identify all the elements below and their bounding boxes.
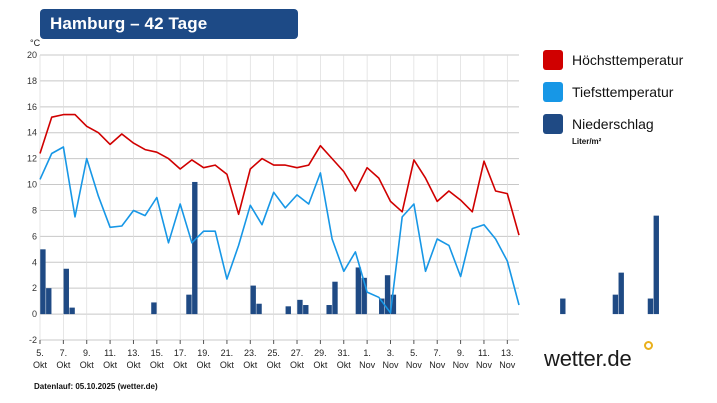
x-tick-month: Nov [406, 360, 423, 370]
legend-swatch-low [543, 82, 563, 102]
x-tick-month: Okt [80, 360, 95, 370]
logo-dot-icon [644, 341, 653, 350]
legend-label-low: Tiefsttemperatur [572, 84, 674, 100]
y-tick-label: 4 [32, 257, 37, 267]
x-tick-day: 7. [433, 348, 441, 358]
legend-label-high: Höchsttemperatur [572, 52, 684, 68]
x-tick-month: Okt [220, 360, 235, 370]
precip-bar [256, 303, 262, 315]
x-tick-day: 15. [151, 348, 164, 358]
low-temp-line [39, 146, 520, 314]
high-temp-line [39, 113, 520, 236]
y-tick-labels: -2 0 2 4 6 8 10 12 14 16 18 20 [27, 50, 37, 345]
x-tick-month: Okt [313, 360, 328, 370]
x-tick-labels: 5. Okt 7. Okt 9. Okt 11. Okt 13. Okt 15. Okt 17. Okt 1… [33, 340, 516, 370]
x-tick-day: 9. [83, 348, 91, 358]
precip-bar [379, 298, 385, 315]
precip-bar [186, 294, 192, 315]
x-tick-month: Okt [173, 360, 188, 370]
precip-bar [285, 306, 291, 315]
x-tick-month: Nov [476, 360, 493, 370]
legend-swatch-high [543, 50, 563, 70]
precip-bar [151, 302, 157, 315]
x-tick-day: 17. [174, 348, 187, 358]
precip-bar [653, 215, 659, 315]
x-tick-day: 29. [314, 348, 327, 358]
x-tick-month: Okt [150, 360, 165, 370]
x-tick-day: 25. [267, 348, 280, 358]
y-tick-label: 16 [27, 102, 37, 112]
x-tick-day: 11. [478, 348, 490, 358]
x-tick-month: Okt [290, 360, 305, 370]
x-tick-day: 5. [36, 348, 44, 358]
precip-bar [40, 249, 46, 315]
x-tick-day: 5. [410, 348, 418, 358]
x-tick-day: 1. [363, 348, 371, 358]
precip-bar [612, 294, 619, 315]
x-tick-month: Okt [243, 360, 258, 370]
x-tick-month: Okt [267, 360, 282, 370]
x-tick-month: Nov [453, 360, 470, 370]
x-tick-day: 3. [387, 348, 395, 358]
x-tick-month: Okt [337, 360, 352, 370]
precip-bar [303, 305, 309, 315]
x-tick-day: 19. [197, 348, 210, 358]
x-tick-month: Nov [382, 360, 399, 370]
y-tick-label: 14 [27, 128, 37, 138]
y-tick-label: 6 [32, 231, 37, 241]
x-tick-month: Okt [197, 360, 212, 370]
x-tick-day: 27. [291, 348, 304, 358]
temperature-lines [39, 113, 520, 314]
data-run-footer: Datenlauf: 05.10.2025 (wetter.de) [34, 382, 158, 391]
y-tick-label: 8 [32, 205, 37, 215]
x-tick-day: 13. [127, 348, 140, 358]
y-tick-label: 18 [27, 76, 37, 86]
precip-bar [355, 267, 362, 315]
x-tick-day: 13. [501, 348, 514, 358]
y-tick-label: 20 [27, 50, 37, 60]
grid-layer [39, 54, 519, 341]
precip-bar [332, 281, 338, 315]
y-tick-label: 12 [27, 154, 37, 164]
precip-bar [326, 305, 332, 315]
precip-bar [384, 275, 391, 315]
x-tick-month: Nov [499, 360, 516, 370]
wetter-de-logo[interactable]: wetter.de [544, 346, 632, 371]
precip-bar [297, 299, 303, 315]
x-tick-day: 21. [221, 348, 234, 358]
legend-swatch-precip [543, 114, 563, 134]
precip-bar [390, 294, 397, 315]
chart-title: Hamburg – 42 Tage Wettertrend [40, 9, 298, 63]
precip-bar [63, 268, 69, 315]
y-tick-label: 2 [32, 283, 37, 293]
precip-bar [46, 288, 52, 315]
x-tick-day: 23. [244, 348, 257, 358]
x-tick-month: Nov [429, 360, 446, 370]
x-tick-day: 31. [337, 348, 350, 358]
y-tick-label: -2 [29, 335, 37, 345]
y-tick-label: 0 [32, 309, 37, 319]
legend-label-precip: Niederschlag [572, 116, 654, 132]
x-tick-month: Okt [126, 360, 141, 370]
x-tick-month: Okt [103, 360, 118, 370]
y-tick-label: 10 [27, 180, 37, 190]
x-tick-day: 9. [457, 348, 465, 358]
precip-bar [560, 298, 566, 315]
precip-bar [361, 277, 367, 315]
precip-bar [618, 272, 624, 315]
x-tick-month: Okt [56, 360, 71, 370]
y-axis-unit: °C [30, 38, 41, 48]
legend-precip-unit: Liter/m² [572, 137, 602, 146]
precip-bar [192, 181, 198, 315]
precip-bar [250, 285, 256, 315]
x-tick-month: Nov [359, 360, 376, 370]
precip-bar [647, 298, 654, 315]
precip-bars [40, 181, 659, 315]
x-tick-month: Okt [33, 360, 48, 370]
precip-bar [69, 307, 75, 315]
x-tick-day: 11. [104, 348, 116, 358]
x-tick-day: 7. [60, 348, 68, 358]
